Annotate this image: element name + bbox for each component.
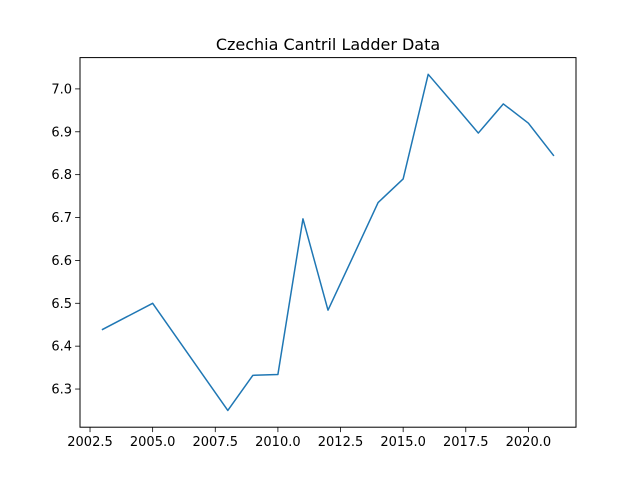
x-tick-label: 2012.5 [318,435,364,450]
y-tick-label: 6.3 [51,383,72,398]
x-tick-label: 2020.0 [506,435,552,450]
y-tick-label: 6.8 [51,168,72,183]
chart-title: Czechia Cantril Ladder Data [216,35,440,54]
y-tick-label: 6.9 [51,125,72,140]
y-tick-label: 6.4 [51,340,72,355]
y-axis: 6.3 6.4 6.5 6.6 6.7 6.8 6.9 7.0 [51,82,80,398]
x-axis: 2002.5 2005.0 2007.5 2010.0 2012.5 2015.0 2017… [67,427,551,450]
x-tick-label: 2010.0 [255,435,301,450]
axes-frame [79,57,577,428]
x-tick-label: 2015.0 [380,435,426,450]
x-tick-label: 2002.5 [67,435,113,450]
series-line [101,73,555,412]
y-tick-label: 6.7 [51,211,72,226]
y-tick-label: 7.0 [51,82,72,97]
y-tick-label: 6.6 [51,254,72,269]
y-tick-label: 6.5 [51,297,72,312]
plot-area [101,73,555,412]
x-tick-label: 2005.0 [130,435,176,450]
x-tick-label: 2007.5 [193,435,239,450]
x-tick-label: 2017.5 [443,435,489,450]
